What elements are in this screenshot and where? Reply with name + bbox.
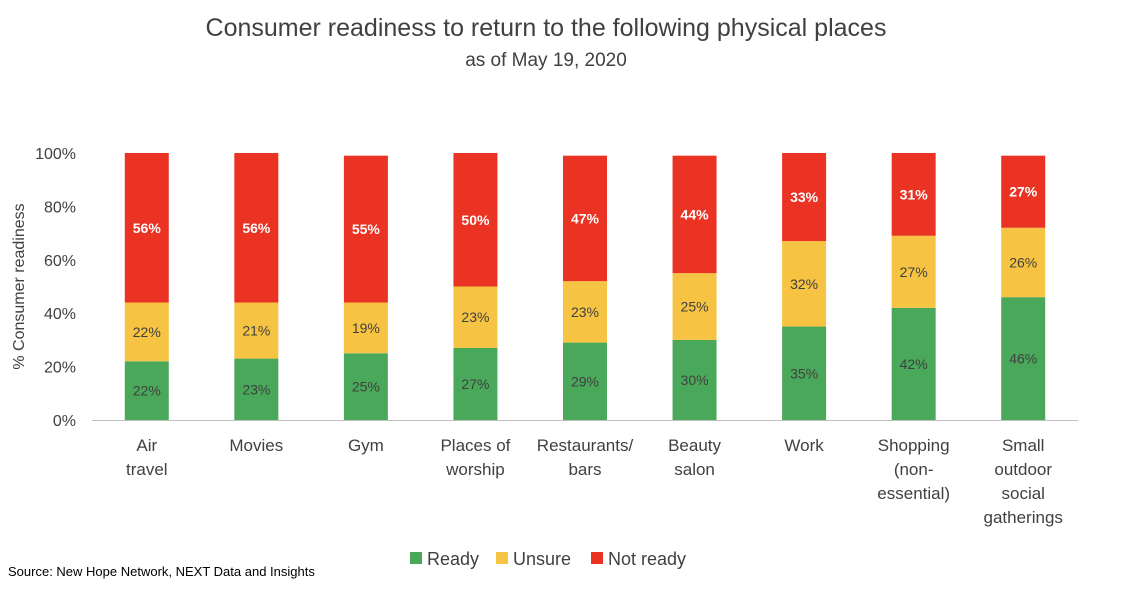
bar-segment <box>234 153 279 303</box>
data-label: 32% <box>790 276 818 292</box>
data-label: 26% <box>1009 254 1037 270</box>
data-label: 55% <box>352 221 381 237</box>
x-tick-label: Movies <box>229 436 283 455</box>
data-label: 30% <box>681 372 709 388</box>
bar-segment <box>234 302 279 359</box>
y-tick-label: 40% <box>44 306 76 323</box>
y-tick-label: 20% <box>44 360 76 377</box>
legend: Ready Unsure Not ready <box>410 549 686 569</box>
x-tick-label: Shopping (non-essential) <box>877 436 950 503</box>
data-label: 27% <box>1009 184 1038 200</box>
y-tick-label: 80% <box>44 199 76 216</box>
data-label: 31% <box>900 186 929 202</box>
data-label: 22% <box>133 324 161 340</box>
data-label: 44% <box>681 206 710 222</box>
bar-segment <box>891 307 936 420</box>
bar-segment <box>343 302 388 354</box>
y-tick-label: 0% <box>53 413 76 430</box>
data-label: 21% <box>242 323 270 339</box>
data-label: 50% <box>461 212 490 228</box>
legend-label: Not ready <box>608 549 686 569</box>
x-tick-labels: Air travel Movies Gym Places of worship Restau… <box>126 436 1063 527</box>
data-label: 23% <box>242 381 270 397</box>
bar-segment <box>672 339 717 420</box>
x-tick-label: Gym <box>348 436 384 455</box>
bar-segment <box>124 153 169 303</box>
x-tick-label: Places of worship <box>440 436 510 479</box>
x-tick-label: Small outdoor social gatherings <box>984 436 1063 527</box>
bar-segment <box>672 155 717 274</box>
bar-segment <box>453 153 498 287</box>
bar-segment <box>1001 297 1046 420</box>
data-label: 25% <box>352 379 380 395</box>
bar-segment <box>782 326 827 420</box>
bar-segment <box>124 302 169 362</box>
bar-segment <box>343 155 388 303</box>
bar-segment <box>563 155 607 282</box>
y-axis-label: % Consumer readiness <box>11 203 28 369</box>
data-label: 23% <box>571 304 599 320</box>
x-tick-label: Work <box>784 436 824 455</box>
data-label: 27% <box>900 264 928 280</box>
legend-label: Unsure <box>513 549 571 569</box>
legend-swatch <box>410 552 422 564</box>
x-tick-label: Restaurants/bars <box>537 436 634 479</box>
bar-segment <box>453 347 498 420</box>
data-label: 33% <box>790 189 819 205</box>
chart-title: Consumer readiness to return to the foll… <box>205 14 887 42</box>
bar-segment <box>672 273 717 340</box>
y-tick-label: 100% <box>35 146 76 163</box>
bar-segment <box>782 241 827 327</box>
legend-swatch <box>496 552 508 564</box>
chart-subtitle: as of May 19, 2020 <box>465 50 627 71</box>
bar-segment <box>563 281 607 343</box>
bars <box>124 153 1046 420</box>
data-label: 42% <box>900 356 928 372</box>
legend-swatch <box>591 552 603 564</box>
data-label: 47% <box>571 210 600 226</box>
data-label: 35% <box>790 365 818 381</box>
bar-segment <box>124 361 169 420</box>
data-labels: 22% 22% 56% 23% 21% 56% 25% 19% 55% 27% 23% 50% 29% 2… <box>133 184 1038 399</box>
legend-label: Ready <box>427 549 479 569</box>
bar-segment <box>782 153 827 242</box>
bar-segment <box>1001 155 1046 228</box>
axes: 0% 20% 40% 60% 80% 100% % Consumer readiness <box>11 146 1078 430</box>
y-tick-label: 60% <box>44 253 76 270</box>
bar-segment <box>453 286 498 348</box>
data-label: 22% <box>133 383 161 399</box>
data-label: 29% <box>571 373 599 389</box>
bar-segment <box>1001 227 1046 298</box>
data-label: 56% <box>133 220 162 236</box>
data-label: 46% <box>1009 351 1037 367</box>
source-note: Source: New Hope Network, NEXT Data and … <box>8 564 315 579</box>
data-label: 23% <box>461 309 489 325</box>
x-tick-label: Beauty salon <box>668 436 721 479</box>
data-label: 19% <box>352 320 380 336</box>
bar-segment <box>234 358 279 420</box>
data-label: 27% <box>461 376 489 392</box>
bar-segment <box>891 153 936 236</box>
bar-segment <box>891 235 936 308</box>
bar-segment <box>563 342 607 420</box>
data-label: 56% <box>242 220 271 236</box>
data-label: 25% <box>681 299 709 315</box>
bar-segment <box>343 353 388 420</box>
x-tick-label: Air travel <box>126 436 168 479</box>
